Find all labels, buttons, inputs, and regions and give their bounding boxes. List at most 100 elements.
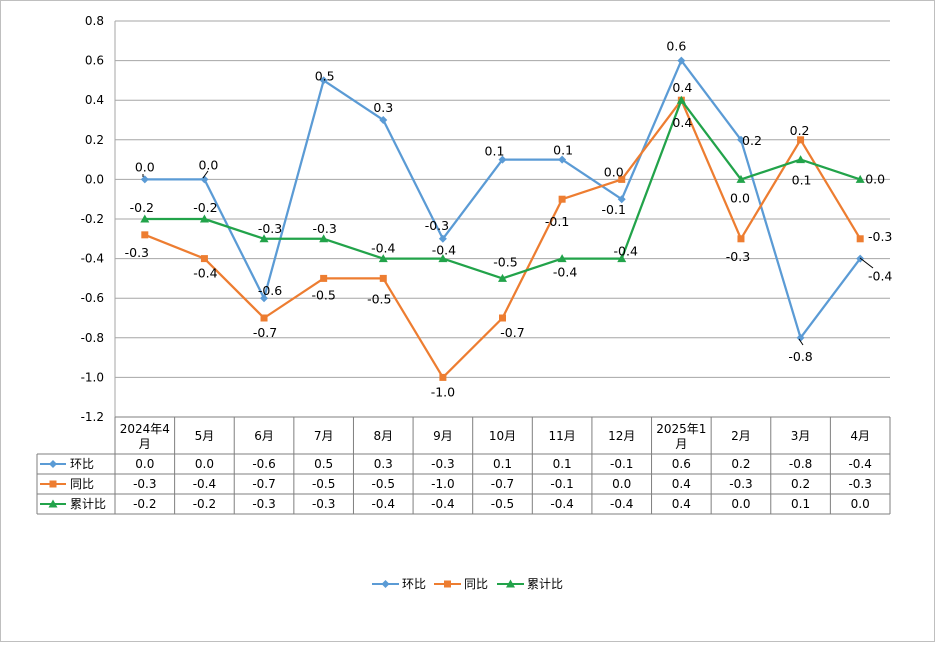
table-cell: 0.2 — [731, 457, 750, 471]
y-tick-label: 0.4 — [85, 93, 104, 107]
data-point — [558, 155, 567, 164]
table-cell: -0.3 — [312, 497, 335, 511]
y-tick-label: -0.4 — [81, 252, 104, 266]
data-label: -0.4 — [193, 266, 217, 281]
label-leader-line — [798, 338, 804, 346]
data-label: 0.0 — [198, 157, 218, 172]
data-point — [617, 195, 626, 204]
data-point — [319, 76, 328, 85]
data-label: -0.7 — [500, 325, 524, 340]
category-label: 9月 — [433, 429, 453, 443]
data-point — [260, 294, 269, 303]
table-cell: -0.7 — [252, 477, 275, 491]
data-label: -0.3 — [312, 221, 336, 236]
data-point — [796, 333, 805, 342]
table-cell: -0.4 — [193, 477, 216, 491]
data-label: 0.4 — [672, 80, 692, 95]
table-cell: 0.1 — [553, 457, 572, 471]
table-cell: -0.1 — [610, 457, 633, 471]
data-label: -0.6 — [258, 283, 282, 298]
table-cell: -0.5 — [312, 477, 335, 491]
y-tick-label: 0.6 — [85, 54, 104, 68]
data-label: 0.6 — [666, 39, 686, 54]
table-cell: 0.3 — [374, 457, 393, 471]
data-point — [736, 135, 745, 144]
category-label: 5月 — [195, 429, 215, 443]
table-cell: -0.3 — [848, 477, 871, 491]
table-cell: 0.1 — [493, 457, 512, 471]
table-cell: -0.8 — [789, 457, 812, 471]
category-label: 11月 — [548, 429, 575, 443]
table-cell: -0.4 — [431, 497, 454, 511]
legend-label: 累计比 — [527, 577, 563, 591]
category-label: 2月 — [731, 429, 751, 443]
table-cell: -0.3 — [252, 497, 275, 511]
data-point — [677, 56, 686, 65]
category-label: 7月 — [314, 429, 334, 443]
table-cell: -0.6 — [252, 457, 275, 471]
data-point — [498, 273, 507, 282]
category-label: 月 — [139, 437, 151, 451]
table-legend-marker — [48, 499, 58, 508]
data-point — [557, 254, 567, 263]
table-cell: -0.3 — [133, 477, 156, 491]
data-label: 0.2 — [790, 123, 810, 138]
data-label: 0.0 — [730, 190, 750, 205]
table-legend-marker — [49, 460, 57, 468]
data-point — [617, 254, 627, 263]
table-cell: 0.4 — [672, 477, 691, 491]
y-tick-label: 0.8 — [85, 14, 104, 28]
data-point — [260, 314, 268, 322]
data-point — [618, 175, 626, 183]
data-point — [200, 255, 208, 263]
data-label: -0.3 — [258, 221, 282, 236]
data-label: 0.0 — [865, 171, 885, 186]
data-label: 0.5 — [315, 68, 335, 83]
table-series-name: 累计比 — [70, 497, 106, 511]
data-label: 0.1 — [485, 144, 505, 159]
label-leader-line — [202, 170, 209, 179]
data-point — [498, 155, 507, 164]
y-tick-label: -0.6 — [81, 291, 104, 305]
data-point — [499, 314, 506, 322]
table-cell: 0.0 — [612, 477, 631, 491]
table-legend-marker — [49, 480, 57, 488]
data-label: -0.2 — [130, 200, 154, 215]
data-point — [736, 174, 746, 183]
data-label: -0.3 — [125, 245, 149, 260]
data-label: -0.5 — [367, 291, 391, 306]
legend-marker — [444, 580, 451, 588]
label-leader-line — [859, 257, 874, 269]
data-point — [856, 235, 864, 243]
y-tick-label: 0.0 — [85, 172, 104, 186]
data-labels: 0.0 0.0 -0.6 0.5 0.3 -0.3 0.1 0.1 -0.1 0.6 0.2 -0.8… — [125, 39, 893, 400]
table-cell: 0.4 — [672, 497, 691, 511]
data-point — [558, 195, 566, 203]
data-point — [319, 234, 329, 243]
table-cell: 0.5 — [314, 457, 333, 471]
table-cell: 0.6 — [672, 457, 691, 471]
data-label: -0.4 — [614, 244, 638, 259]
data-point — [378, 254, 388, 263]
table-cell: -1.0 — [431, 477, 454, 491]
data-point — [379, 274, 387, 282]
data-label: -0.1 — [545, 214, 569, 229]
data-label: -0.4 — [553, 265, 577, 280]
data-label: -0.7 — [253, 325, 277, 340]
data-label: -0.2 — [193, 200, 217, 215]
data-label: 0.1 — [553, 143, 573, 158]
table-series-name: 同比 — [70, 477, 94, 491]
data-point — [199, 214, 209, 223]
data-label: 0.4 — [672, 115, 692, 130]
y-tick-label: -1.0 — [81, 370, 104, 384]
legend-marker — [381, 580, 390, 588]
category-label: 12月 — [608, 429, 635, 443]
data-point — [676, 95, 686, 104]
data-label: -0.8 — [788, 349, 812, 364]
data-point — [797, 136, 805, 144]
category-label: 10月 — [489, 429, 516, 443]
data-point — [141, 231, 149, 239]
y-tick-label: 0.2 — [85, 133, 104, 147]
data-label: 0.0 — [135, 159, 155, 174]
legend-label: 同比 — [464, 577, 488, 591]
